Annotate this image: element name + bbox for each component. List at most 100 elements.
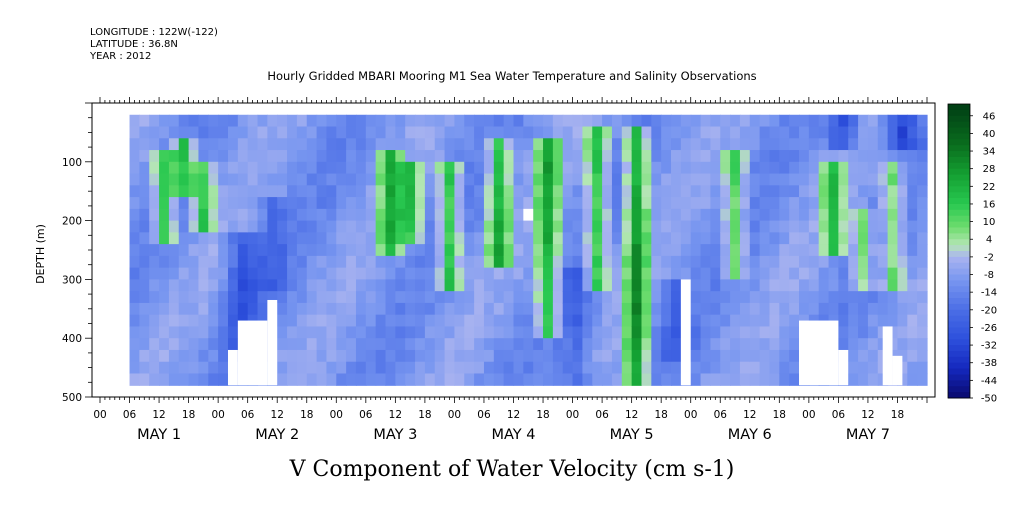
heatmap-cell: [326, 220, 337, 233]
heatmap-cell: [690, 361, 702, 375]
heatmap-cell: [178, 338, 190, 351]
heatmap-cell: [375, 114, 387, 128]
heatmap-cell: [671, 326, 682, 339]
heatmap-cell: [611, 244, 623, 257]
heatmap-cell: [503, 244, 515, 257]
heatmap-cell: [434, 314, 446, 328]
heatmap-cell: [631, 173, 643, 186]
heatmap-cell: [572, 208, 584, 222]
heatmap-cell: [917, 302, 928, 316]
heatmap-cell: [749, 114, 761, 128]
heatmap-cell: [582, 114, 593, 128]
heatmap-cell: [572, 220, 584, 233]
heatmap-cell: [355, 373, 367, 386]
heatmap-cell: [641, 314, 652, 328]
x-tick-label: 18: [536, 409, 549, 421]
heatmap-cell: [237, 185, 249, 198]
heatmap-cell: [434, 302, 446, 316]
heatmap-cell: [227, 255, 239, 269]
heatmap-cell: [267, 173, 278, 186]
heatmap-cell: [671, 279, 682, 292]
heatmap-cell: [149, 338, 160, 351]
heatmap-cell: [769, 114, 780, 128]
heatmap-cell: [838, 126, 849, 139]
data-gap-mask: [267, 299, 278, 386]
heatmap-cell: [789, 185, 800, 198]
heatmap-cell: [720, 338, 731, 351]
heatmap-cell: [257, 150, 268, 163]
heatmap-cell: [582, 279, 593, 292]
heatmap-cell: [336, 267, 347, 280]
colorbar-label: 10: [983, 217, 996, 228]
heatmap-cell: [296, 338, 308, 351]
heatmap-cell: [907, 361, 918, 375]
heatmap-cell: [848, 244, 859, 257]
heatmap-cell: [887, 314, 899, 328]
heatmap-cell: [848, 373, 859, 386]
heatmap-cell: [208, 150, 219, 163]
heatmap-cell: [474, 279, 485, 292]
heatmap-cell: [641, 361, 652, 375]
heatmap-cell: [168, 302, 180, 316]
heatmap-cell: [907, 373, 918, 386]
heatmap-cell: [611, 173, 623, 186]
heatmap-cell: [208, 126, 219, 139]
heatmap-cell: [493, 197, 505, 210]
heatmap-cell: [651, 126, 662, 139]
heatmap-cell: [365, 161, 377, 175]
heatmap-cell: [296, 220, 308, 233]
heatmap-cell: [818, 255, 830, 269]
heatmap-cell: [700, 314, 712, 328]
heatmap-cell: [503, 373, 515, 386]
heatmap-cell: [208, 267, 219, 280]
heatmap-cell: [355, 114, 367, 128]
heatmap-cell: [602, 279, 613, 292]
heatmap-cell: [139, 150, 150, 163]
heatmap-cell: [789, 267, 800, 280]
heatmap-cell: [710, 373, 721, 386]
heatmap-cell: [395, 114, 406, 128]
heatmap-cell: [779, 232, 790, 245]
heatmap-cell: [188, 255, 200, 269]
heatmap-cell: [552, 232, 564, 245]
heatmap-cell: [346, 220, 357, 233]
heatmap-cell: [159, 185, 170, 198]
x-tick-label: 12: [152, 409, 165, 421]
heatmap-cell: [602, 173, 613, 186]
heatmap-cell: [227, 267, 239, 280]
heatmap-cell: [917, 150, 928, 163]
heatmap-cell: [513, 138, 524, 151]
heatmap-cell: [838, 208, 849, 222]
heatmap-cell: [582, 291, 593, 304]
heatmap-cell: [168, 267, 180, 280]
heatmap-cell: [533, 150, 544, 163]
heatmap-cell: [779, 161, 790, 175]
heatmap-cell: [690, 255, 702, 269]
heatmap-cell: [257, 185, 268, 198]
heatmap-cell: [651, 361, 662, 375]
heatmap-cell: [720, 302, 731, 316]
x-tick-label: 18: [300, 409, 313, 421]
heatmap-cell: [533, 114, 544, 128]
heatmap-cell: [779, 197, 790, 210]
heatmap-cell: [159, 126, 170, 139]
heatmap-cell: [651, 255, 662, 269]
heatmap-cell: [877, 232, 889, 245]
heatmap-cell: [838, 267, 849, 280]
heatmap-cell: [572, 150, 584, 163]
heatmap-cell: [818, 114, 830, 128]
heatmap-cell: [720, 349, 731, 363]
heatmap-cell: [917, 361, 928, 375]
heatmap-cell: [789, 126, 800, 139]
heatmap-cell: [759, 291, 771, 304]
heatmap-cell: [887, 197, 899, 210]
heatmap-cell: [326, 267, 337, 280]
heatmap-cell: [178, 361, 190, 375]
heatmap-cell: [749, 244, 761, 257]
heatmap-cell: [129, 126, 140, 139]
x-tick-label: 00: [211, 409, 224, 421]
heatmap-cell: [434, 244, 446, 257]
heatmap-cell: [611, 291, 623, 304]
heatmap-cell: [641, 373, 652, 386]
heatmap-cell: [661, 114, 672, 128]
